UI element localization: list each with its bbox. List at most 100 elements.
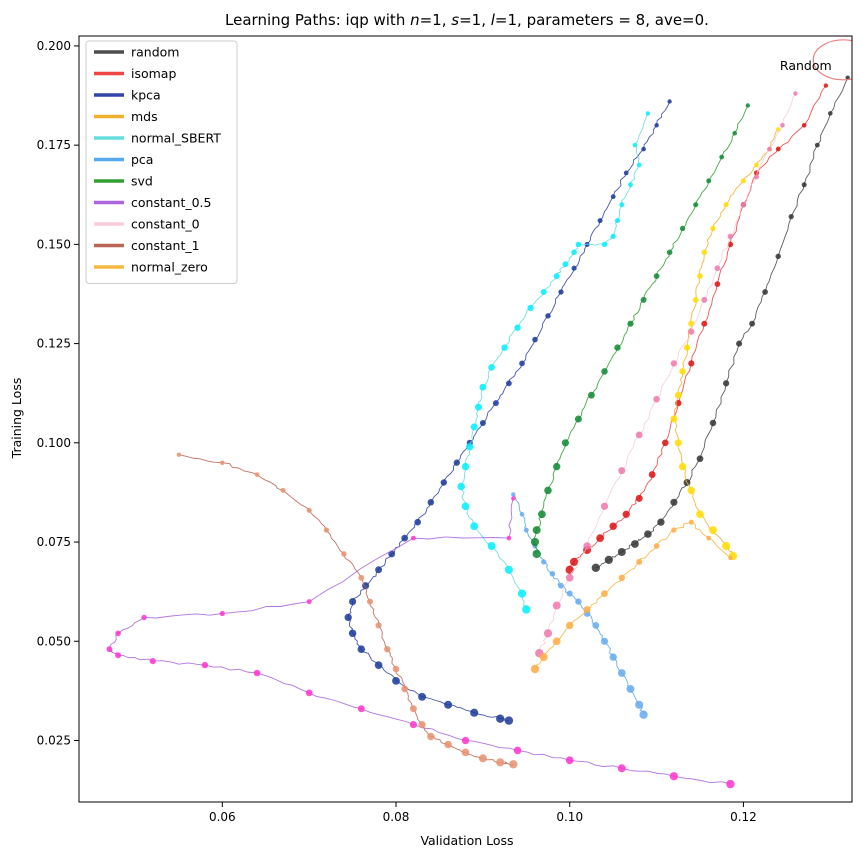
data-point-kpca	[392, 676, 400, 685]
legend-item-constant_1: constant_1	[94, 238, 200, 253]
data-point-kpca	[492, 400, 499, 407]
data-point-svd	[532, 526, 541, 535]
data-point-normal_SBERT	[504, 565, 513, 574]
data-point-constant_0.5	[726, 779, 735, 789]
data-point-mds	[710, 225, 716, 232]
series-constant_0	[535, 91, 798, 658]
data-point-normal_SBERT	[475, 403, 482, 411]
data-point-mds	[674, 391, 682, 399]
data-point-normal_SBERT	[457, 482, 465, 491]
data-point-normal_SBERT	[601, 241, 608, 248]
legend-item-mds: mds	[94, 109, 158, 124]
legend-item-pca: pca	[94, 152, 153, 167]
data-point-svd	[601, 368, 608, 375]
data-point-constant_0	[740, 202, 747, 208]
data-point-constant_0.5	[306, 599, 312, 605]
series-constant_1	[176, 452, 518, 769]
data-point-kpca	[571, 265, 577, 271]
data-point-normal_SBERT	[461, 462, 470, 471]
data-point-mds	[683, 344, 691, 351]
data-point-constant_1	[375, 622, 382, 629]
data-point-normal_SBERT	[614, 218, 621, 224]
data-point-constant_1	[384, 646, 391, 653]
random-annotation-circle	[812, 39, 852, 81]
legend-item-constant_0: constant_0	[94, 217, 200, 232]
data-point-kpca	[532, 336, 538, 343]
data-point-svd	[574, 415, 582, 423]
data-point-normal_SBERT	[514, 324, 521, 331]
data-point-mds	[688, 320, 695, 327]
data-point-svd	[653, 273, 660, 279]
data-point-normal_zero	[671, 527, 677, 533]
data-point-normal_SBERT	[479, 383, 487, 391]
legend-label: constant_0	[131, 217, 200, 232]
data-point-normal_SBERT	[527, 304, 534, 312]
data-point-normal_SBERT	[562, 261, 569, 268]
data-point-constant_0.5	[506, 535, 512, 541]
data-point-svd	[640, 296, 647, 303]
data-point-normal_zero	[618, 574, 625, 581]
legend-item-normal_zero: normal_zero	[94, 260, 208, 275]
data-point-svd	[544, 486, 552, 495]
data-point-pca	[523, 527, 529, 533]
series-line-isomap	[568, 85, 827, 570]
data-point-random	[617, 548, 626, 556]
data-point-constant_1	[341, 551, 347, 557]
data-point-svd	[745, 103, 750, 108]
legend-item-svd: svd	[94, 174, 153, 189]
data-point-random	[644, 530, 652, 538]
data-point-constant_0.5	[409, 721, 417, 729]
legend-label: pca	[131, 152, 153, 167]
y-tick-label: 0.200	[37, 39, 71, 53]
data-point-kpca	[641, 146, 646, 152]
data-point-constant_0.5	[513, 746, 522, 755]
legend-label: constant_1	[131, 238, 200, 253]
data-point-svd	[627, 320, 634, 327]
series-line-kpca	[347, 101, 671, 722]
x-axis-label: Validation Loss	[420, 833, 513, 848]
data-point-normal_SBERT	[461, 502, 470, 511]
data-point-normal_zero	[706, 535, 712, 541]
data-point-constant_0.5	[461, 736, 470, 745]
data-point-kpca	[427, 499, 435, 506]
data-point-svd	[706, 178, 712, 184]
data-point-pca	[566, 590, 573, 597]
data-point-constant_1	[306, 507, 312, 513]
x-tick-label: 0.10	[556, 810, 583, 824]
data-point-isomap	[775, 146, 781, 152]
data-point-kpca	[401, 534, 409, 542]
data-point-mds	[740, 178, 746, 184]
y-axis-label: Training Loss	[9, 378, 24, 460]
y-tick-label: 0.075	[37, 535, 71, 549]
data-point-random	[788, 213, 794, 220]
data-point-isomap	[570, 557, 579, 566]
data-point-mds	[696, 510, 704, 519]
data-point-constant_0.5	[201, 661, 209, 669]
series-random	[591, 75, 850, 572]
series-isomap	[565, 83, 829, 574]
data-point-random	[709, 419, 717, 427]
series-line-constant_1	[178, 454, 514, 766]
data-point-pca	[511, 492, 516, 497]
y-tick-label: 0.125	[37, 337, 71, 351]
data-point-constant_1	[254, 472, 260, 477]
data-point-mds	[754, 162, 759, 168]
data-point-constant_1	[444, 740, 452, 749]
data-point-random	[827, 111, 833, 116]
data-point-random	[801, 182, 807, 188]
x-tick-label: 0.08	[383, 810, 410, 824]
series-normal_zero	[530, 519, 733, 674]
data-point-constant_0	[600, 502, 609, 510]
data-point-normal_SBERT	[571, 249, 577, 256]
data-point-constant_0	[793, 91, 798, 96]
data-point-kpca	[362, 582, 370, 590]
y-tick-label: 0.100	[37, 436, 71, 450]
series-pca	[511, 492, 648, 719]
legend-item-random: random	[94, 45, 179, 60]
data-point-normal_zero	[539, 653, 548, 662]
data-point-mds	[687, 486, 696, 495]
data-point-pca	[626, 684, 635, 693]
data-point-kpca	[504, 716, 514, 725]
data-point-constant_0	[583, 542, 591, 550]
